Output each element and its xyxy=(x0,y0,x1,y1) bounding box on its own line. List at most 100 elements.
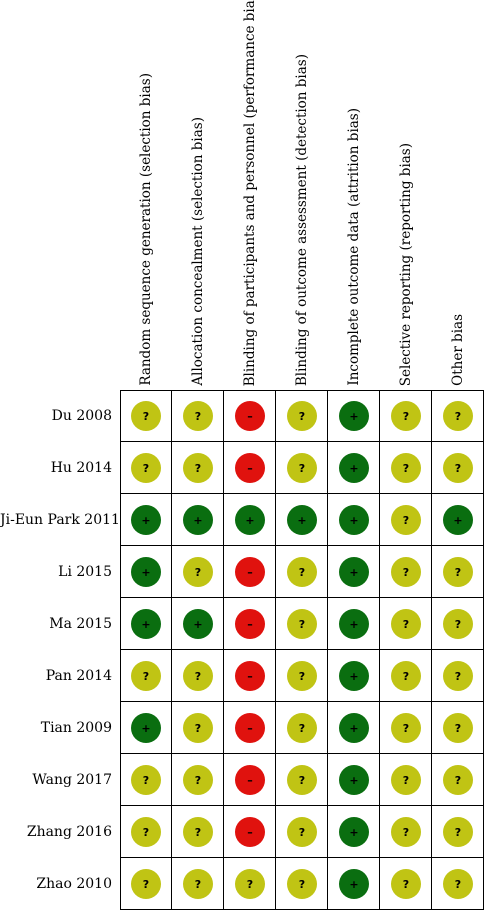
risk-unclear-dot: ? xyxy=(131,401,161,431)
grid-cell: ? xyxy=(172,650,224,702)
risk-unclear-dot: ? xyxy=(391,401,421,431)
risk-high-dot: – xyxy=(235,661,265,691)
grid-cell: ? xyxy=(276,650,328,702)
column-label: Random sequence generation (selection bi… xyxy=(138,73,154,386)
grid-cell: – xyxy=(224,754,276,806)
risk-unclear-dot: ? xyxy=(183,869,213,899)
risk-unclear-dot: ? xyxy=(391,817,421,847)
grid-cell: – xyxy=(224,650,276,702)
risk-unclear-dot: ? xyxy=(443,817,473,847)
risk-low-dot: + xyxy=(443,505,473,535)
risk-low-dot: + xyxy=(339,505,369,535)
risk-low-dot: + xyxy=(287,505,317,535)
column-label: Incomplete outcome data (attrition bias) xyxy=(346,108,362,386)
grid-cell: + xyxy=(120,598,172,650)
risk-low-dot: + xyxy=(339,661,369,691)
risk-unclear-dot: ? xyxy=(391,557,421,587)
risk-unclear-dot: ? xyxy=(443,869,473,899)
grid-cell: + xyxy=(328,858,380,910)
grid-cell: – xyxy=(224,598,276,650)
study-label: Wang 2017 xyxy=(32,772,112,788)
grid-cell: ? xyxy=(432,650,484,702)
risk-unclear-dot: ? xyxy=(443,401,473,431)
risk-unclear-dot: ? xyxy=(391,869,421,899)
grid-cell: ? xyxy=(432,858,484,910)
risk-unclear-dot: ? xyxy=(391,505,421,535)
risk-low-dot: + xyxy=(235,505,265,535)
grid-cell: – xyxy=(224,546,276,598)
risk-low-dot: + xyxy=(131,609,161,639)
study-label: Tian 2009 xyxy=(40,720,112,736)
risk-low-dot: + xyxy=(339,401,369,431)
grid-cell: ? xyxy=(380,754,432,806)
risk-low-dot: + xyxy=(339,557,369,587)
grid-cell: ? xyxy=(380,806,432,858)
study-label: Li 2015 xyxy=(58,564,112,580)
grid-cell: + xyxy=(328,754,380,806)
risk-unclear-dot: ? xyxy=(443,557,473,587)
grid-cell: ? xyxy=(432,442,484,494)
grid-cell: ? xyxy=(172,806,224,858)
risk-unclear-dot: ? xyxy=(287,713,317,743)
risk-unclear-dot: ? xyxy=(131,453,161,483)
risk-unclear-dot: ? xyxy=(391,453,421,483)
study-label: Ma 2015 xyxy=(49,616,112,632)
column-label: Blinding of participants and personnel (… xyxy=(242,0,258,386)
risk-unclear-dot: ? xyxy=(131,765,161,795)
grid-cell: ? xyxy=(276,858,328,910)
grid-cell: + xyxy=(120,546,172,598)
grid-cell: + xyxy=(276,494,328,546)
grid-cell: ? xyxy=(380,546,432,598)
risk-unclear-dot: ? xyxy=(131,817,161,847)
grid-cell: ? xyxy=(380,702,432,754)
risk-unclear-dot: ? xyxy=(391,609,421,639)
grid-cell: – xyxy=(224,442,276,494)
study-label: Hu 2014 xyxy=(50,460,112,476)
risk-unclear-dot: ? xyxy=(287,869,317,899)
grid-cell: + xyxy=(172,494,224,546)
column-label: Selective reporting (reporting bias) xyxy=(398,142,414,386)
risk-unclear-dot: ? xyxy=(287,765,317,795)
grid-cell: ? xyxy=(380,442,432,494)
grid-cell: ? xyxy=(276,598,328,650)
grid-cell: – xyxy=(224,806,276,858)
grid-cell: ? xyxy=(172,702,224,754)
risk-unclear-dot: ? xyxy=(287,453,317,483)
risk-unclear-dot: ? xyxy=(183,661,213,691)
grid-cell: ? xyxy=(276,754,328,806)
grid-cell: + xyxy=(328,390,380,442)
risk-high-dot: – xyxy=(235,401,265,431)
grid-cell: + xyxy=(328,494,380,546)
risk-unclear-dot: ? xyxy=(391,765,421,795)
grid-cell: ? xyxy=(380,494,432,546)
grid-cell: ? xyxy=(432,598,484,650)
grid-cell: ? xyxy=(120,858,172,910)
grid-cell: ? xyxy=(380,650,432,702)
study-label: Zhang 2016 xyxy=(26,824,112,840)
risk-high-dot: – xyxy=(235,713,265,743)
grid-cell: ? xyxy=(276,806,328,858)
grid-cell: + xyxy=(120,494,172,546)
risk-unclear-dot: ? xyxy=(183,817,213,847)
risk-unclear-dot: ? xyxy=(287,557,317,587)
grid-cell: – xyxy=(224,390,276,442)
grid-cell: ? xyxy=(380,598,432,650)
grid-cell: ? xyxy=(172,390,224,442)
grid-cell: – xyxy=(224,702,276,754)
risk-unclear-dot: ? xyxy=(183,401,213,431)
grid-cell: + xyxy=(328,650,380,702)
risk-unclear-dot: ? xyxy=(443,713,473,743)
column-header-area: Random sequence generation (selection bi… xyxy=(0,0,485,390)
grid-cell: ? xyxy=(432,546,484,598)
risk-unclear-dot: ? xyxy=(391,713,421,743)
grid-cell: ? xyxy=(276,442,328,494)
risk-low-dot: + xyxy=(131,557,161,587)
study-label: Du 2008 xyxy=(51,408,112,424)
grid-cell: ? xyxy=(276,546,328,598)
grid-cell: ? xyxy=(380,858,432,910)
grid-cell: + xyxy=(224,494,276,546)
risk-low-dot: + xyxy=(183,505,213,535)
grid-cell: ? xyxy=(380,390,432,442)
study-label: Ji-Eun Park 2011 xyxy=(0,512,120,528)
grid-cell: ? xyxy=(120,754,172,806)
